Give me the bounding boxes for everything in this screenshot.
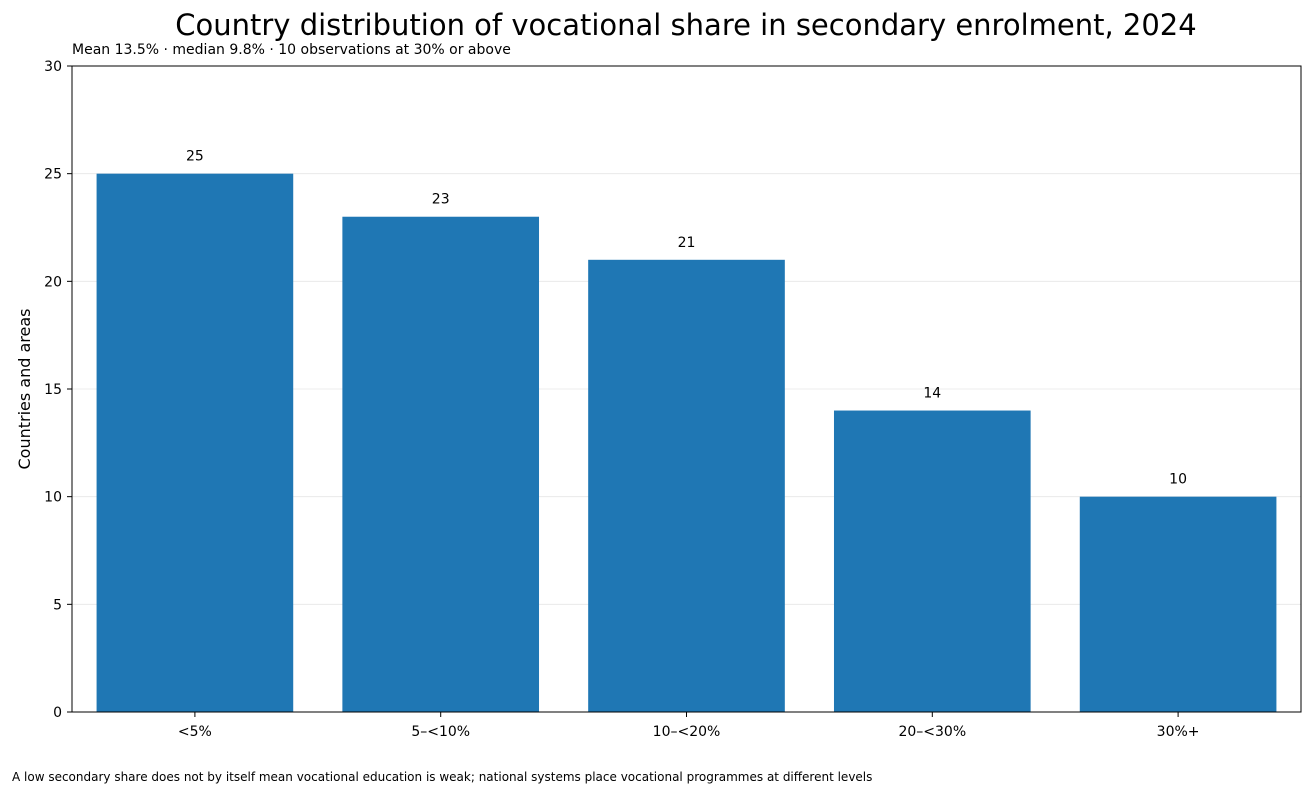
data-labels: 25 23 21 14 10 [186, 149, 1187, 488]
bar [96, 173, 294, 712]
bars [96, 173, 1277, 712]
y-tick-label: 0 [53, 705, 62, 721]
x-tick-label: 20–<30% [898, 724, 966, 740]
chart-footnote: A low secondary share does not by itself… [12, 770, 873, 784]
bar [588, 259, 785, 712]
chart-title: Country distribution of vocational share… [175, 8, 1197, 42]
y-tick-label: 5 [53, 597, 62, 613]
bar [833, 410, 1031, 712]
data-label: 25 [186, 149, 204, 165]
data-label: 10 [1169, 472, 1187, 488]
y-tick-label: 25 [44, 167, 62, 183]
y-tick-label: 10 [44, 490, 62, 506]
chart-subtitle: Mean 13.5% · median 9.8% · 10 observatio… [72, 42, 511, 58]
x-axis: <5% 5–<10% 10–<20% 20–<30% 30%+ [178, 712, 1200, 740]
y-tick-label: 20 [44, 274, 62, 290]
data-label: 14 [923, 386, 941, 402]
bar [1079, 496, 1277, 712]
y-axis-title: Countries and areas [15, 308, 34, 469]
y-tick-label: 30 [44, 59, 62, 75]
x-tick-label: <5% [178, 724, 212, 740]
y-tick-label: 15 [44, 382, 62, 398]
bar [342, 216, 540, 712]
x-tick-label: 5–<10% [411, 724, 470, 740]
data-label: 23 [432, 192, 450, 208]
data-label: 21 [678, 235, 696, 251]
x-tick-label: 30%+ [1157, 724, 1200, 740]
x-tick-label: 10–<20% [653, 724, 721, 740]
y-axis: 0 5 10 15 20 25 30 [44, 59, 72, 721]
